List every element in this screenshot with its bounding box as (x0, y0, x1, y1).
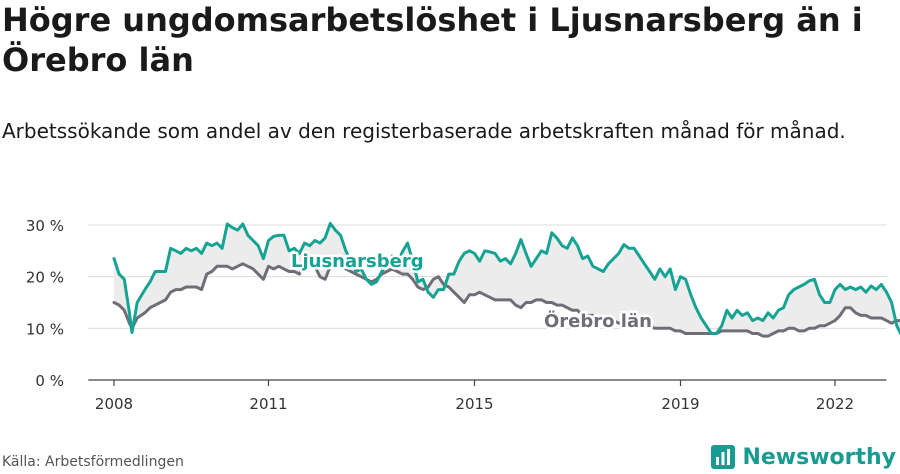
x-tick-label: 2011 (249, 395, 287, 413)
series-label-ljusnarsberg: Ljusnarsberg (291, 251, 424, 272)
series-line-ljusnarsberg (112, 221, 900, 336)
x-tick-label: 2022 (816, 395, 854, 413)
brand-name: Newsworthy (742, 444, 896, 470)
y-tick-label: 10 % (26, 320, 64, 338)
x-tick-label: 2019 (661, 395, 699, 413)
chart-subtitle: Arbetssökande som andel av den registerb… (2, 119, 846, 143)
series-label-orebro-lan-halo: Örebro län (544, 310, 652, 332)
difference-band (114, 223, 900, 337)
x-tick-label: 2015 (455, 395, 493, 413)
line-chart: 0 % 10 % 20 % 30 % 2008 2011 2015 2019 2022 Ljus… (26, 217, 900, 413)
series-label-ljusnarsberg-halo: Ljusnarsberg (291, 251, 424, 272)
series-layer (112, 221, 900, 338)
axis-layer: 0 % 10 % 20 % 30 % 2008 2011 2015 2019 2022 (26, 217, 887, 413)
series-line-orebro-lan (112, 259, 900, 338)
series-label-orebro-lan: Örebro län (544, 310, 652, 332)
source-note: Källa: Arbetsförmedlingen (2, 454, 184, 470)
chart-title: Högre ungdomsarbetslöshet i Ljusnarsberg… (2, 1, 863, 79)
brand-logo: Newsworthy (710, 442, 896, 472)
y-tick-label: 30 % (26, 217, 64, 235)
y-tick-label: 0 % (35, 372, 64, 390)
y-tick-label: 20 % (26, 269, 64, 287)
x-tick-label: 2008 (95, 395, 133, 413)
bar-chart-logo-icon (710, 444, 736, 470)
